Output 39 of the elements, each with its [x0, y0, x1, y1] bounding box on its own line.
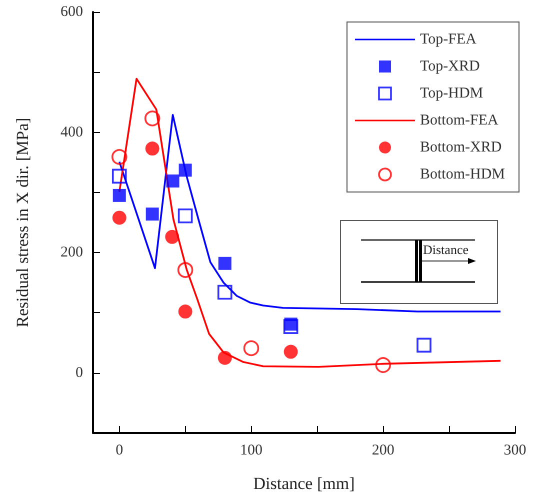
- point: [146, 208, 159, 221]
- point: [111, 149, 128, 165]
- point: [166, 174, 180, 188]
- legend-label: Bottom-HDM: [420, 166, 506, 182]
- joint-diagram: Distance: [340, 220, 498, 304]
- legend-label: Bottom-XRD: [420, 140, 502, 156]
- point: [178, 164, 192, 177]
- point: [284, 344, 298, 359]
- point: [243, 340, 260, 356]
- x-axis-title: Distance [mm]: [253, 474, 355, 493]
- point: [416, 338, 432, 353]
- x-tick-label: 0: [116, 442, 124, 458]
- x-tick-label: 100: [240, 442, 262, 458]
- y-tick-label: 0: [76, 364, 83, 381]
- point: [217, 284, 232, 300]
- y-tick-label: 600: [60, 4, 83, 20]
- point: [145, 142, 160, 156]
- x-tick-label: 200: [372, 442, 394, 458]
- y-tick-label: 400: [60, 124, 83, 140]
- y-tick-label: 200: [60, 244, 83, 261]
- point: [178, 304, 192, 319]
- point: [177, 262, 194, 278]
- legend-label: Bottom-FEA: [420, 112, 498, 128]
- point: [112, 210, 126, 225]
- point: [112, 188, 126, 202]
- point: [112, 168, 127, 184]
- x-tick-label: 300: [504, 442, 526, 458]
- point: [178, 208, 193, 224]
- annotation: Distance: [423, 242, 468, 258]
- y-axis-title: Residual stress in X dir. [MPa]: [13, 118, 32, 328]
- legend-label: Top-XRD: [420, 58, 480, 74]
- point: [375, 357, 392, 373]
- point: [165, 230, 180, 244]
- point: [218, 256, 232, 270]
- legend-label: Top-FEA: [420, 32, 477, 48]
- legend-label: Top-HDM: [420, 86, 484, 102]
- point: [218, 350, 232, 365]
- point: [144, 110, 160, 126]
- point: [283, 319, 298, 334]
